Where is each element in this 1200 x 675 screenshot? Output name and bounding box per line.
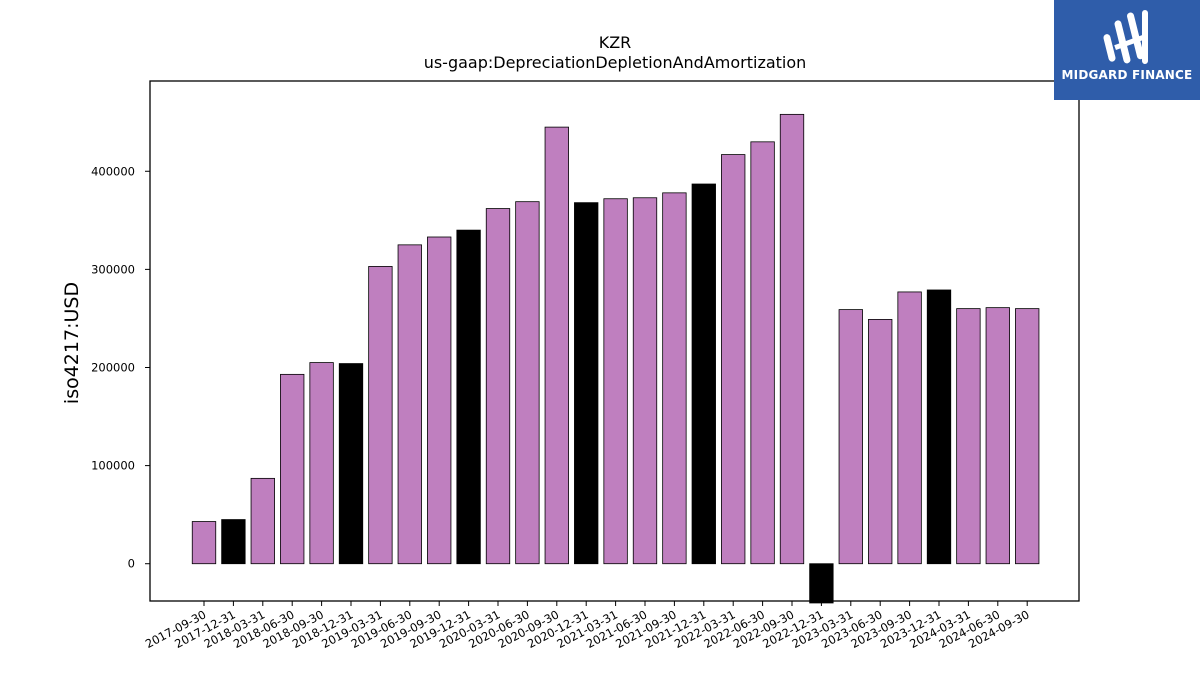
bar-2020-12-31 xyxy=(574,202,599,565)
midgard-logo-mark-icon xyxy=(1103,10,1148,64)
bar-2017-09-30 xyxy=(191,521,217,565)
bar-2019-03-31 xyxy=(368,266,393,565)
bar-2017-12-31 xyxy=(221,519,246,565)
plot-frame xyxy=(149,80,1080,602)
bar-2022-03-31 xyxy=(721,154,746,565)
y-axis-label: iso4217:USD xyxy=(61,282,83,404)
bar-2020-09-30 xyxy=(544,126,569,565)
bar-2020-03-31 xyxy=(485,208,511,565)
bar-2018-12-31 xyxy=(338,363,364,565)
y-tick-label: 300000 xyxy=(91,262,135,276)
bar-2021-09-30 xyxy=(662,192,687,565)
y-tick-label: 100000 xyxy=(91,459,135,473)
bar-2023-06-30 xyxy=(868,319,893,565)
x-axis: 2017-09-302017-12-312018-03-312018-06-30… xyxy=(143,601,1032,651)
bars-group xyxy=(191,113,1040,604)
bar-2018-03-31 xyxy=(250,477,275,565)
bar-2018-06-30 xyxy=(280,373,305,565)
bar-2019-09-30 xyxy=(427,236,452,565)
bar-2018-09-30 xyxy=(309,362,334,565)
bar-2023-09-30 xyxy=(897,291,922,565)
bar-2022-09-30 xyxy=(779,113,805,565)
chart-subtitle: us-gaap:DepreciationDepletionAndAmortiza… xyxy=(424,53,807,72)
bar-2024-03-31 xyxy=(956,308,981,565)
y-tick-label: 200000 xyxy=(91,360,135,374)
y-tick-label: 0 xyxy=(128,557,135,571)
bar-2023-12-31 xyxy=(926,289,952,565)
bar-2019-06-30 xyxy=(397,244,422,565)
bar-2022-12-31 xyxy=(809,563,834,604)
bar-2024-09-30 xyxy=(1015,308,1040,565)
bar-2019-12-31 xyxy=(456,229,481,565)
bar-2021-06-30 xyxy=(632,197,658,565)
bar-2021-12-31 xyxy=(691,183,716,565)
bar-2022-06-30 xyxy=(750,141,775,565)
bar-2020-06-30 xyxy=(515,201,540,565)
logo-text: MIDGARD FINANCE xyxy=(1061,68,1193,82)
bar-2024-06-30 xyxy=(985,307,1010,565)
y-axis: 0 100000 200000 300000 400000 xyxy=(91,164,150,571)
bar-2021-03-31 xyxy=(603,198,628,565)
midgard-finance-logo: MIDGARD FINANCE xyxy=(1054,0,1200,100)
chart-title: KZR xyxy=(599,33,632,52)
bar-2023-03-31 xyxy=(838,309,863,565)
y-tick-label: 400000 xyxy=(91,164,135,178)
